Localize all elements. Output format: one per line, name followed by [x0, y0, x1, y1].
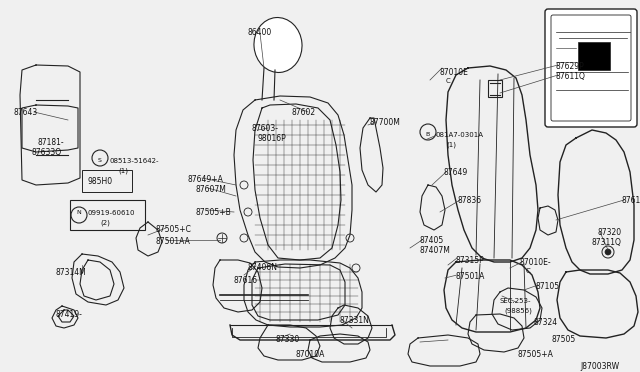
Text: 87649+A: 87649+A	[188, 175, 224, 184]
Text: 09919-60610: 09919-60610	[88, 210, 136, 216]
Text: 87330: 87330	[276, 335, 300, 344]
Text: 87419-: 87419-	[55, 310, 82, 319]
Text: S: S	[98, 157, 102, 163]
Text: 87105: 87105	[536, 282, 560, 291]
Text: 87616: 87616	[234, 276, 258, 285]
Text: 87603-: 87603-	[252, 124, 279, 133]
Text: (1): (1)	[118, 167, 128, 173]
Text: 87010E-: 87010E-	[520, 258, 552, 267]
Text: (98856): (98856)	[504, 308, 532, 314]
Text: 87700M: 87700M	[370, 118, 401, 127]
FancyBboxPatch shape	[545, 9, 637, 127]
Text: (2): (2)	[100, 220, 110, 227]
Text: 98016P: 98016P	[258, 134, 287, 143]
Text: SEC.253-: SEC.253-	[500, 298, 531, 304]
Text: 87649: 87649	[444, 168, 468, 177]
Text: 985H0: 985H0	[88, 177, 113, 186]
Text: 87406N: 87406N	[248, 263, 278, 272]
Ellipse shape	[254, 17, 302, 73]
Text: 87602: 87602	[292, 108, 316, 117]
Text: 87501A: 87501A	[455, 272, 484, 281]
Bar	[70, 200, 145, 230]
Text: 87612: 87612	[622, 196, 640, 205]
Text: 08513-51642-: 08513-51642-	[110, 158, 159, 164]
Text: 87505+C: 87505+C	[155, 225, 191, 234]
Text: 87407M: 87407M	[420, 246, 451, 255]
Text: 87611Q: 87611Q	[556, 72, 586, 81]
Text: 87315P: 87315P	[455, 256, 484, 265]
Text: 87311Q: 87311Q	[592, 238, 622, 247]
Text: 87501AA: 87501AA	[155, 237, 190, 246]
Text: 87324: 87324	[534, 318, 558, 327]
Text: 87331N: 87331N	[340, 316, 370, 325]
Text: 081A7-0301A: 081A7-0301A	[436, 132, 484, 138]
Text: C: C	[526, 268, 531, 274]
Text: 87607M: 87607M	[196, 185, 227, 194]
Text: C: C	[446, 78, 451, 84]
Text: 87505+A: 87505+A	[518, 350, 554, 359]
Text: 87836: 87836	[458, 196, 482, 205]
Bar	[488, 80, 502, 97]
Text: 87505+B: 87505+B	[196, 208, 232, 217]
Bar	[82, 170, 132, 192]
Text: 87010A: 87010A	[295, 350, 324, 359]
Text: 87314M: 87314M	[55, 268, 86, 277]
Text: J87003RW: J87003RW	[580, 362, 619, 371]
Text: 87320: 87320	[598, 228, 622, 237]
Text: B: B	[425, 131, 429, 137]
Bar	[578, 42, 610, 70]
Text: 87633Q: 87633Q	[32, 148, 62, 157]
Text: 87181-: 87181-	[38, 138, 65, 147]
Text: (1): (1)	[446, 142, 456, 148]
Text: 86400: 86400	[248, 28, 272, 37]
Text: N: N	[77, 209, 81, 215]
Text: 87505: 87505	[552, 335, 576, 344]
Text: 87405: 87405	[420, 236, 444, 245]
Text: 87643: 87643	[14, 108, 38, 117]
Text: 87010E: 87010E	[440, 68, 469, 77]
Circle shape	[605, 249, 611, 255]
Text: 87629P: 87629P	[556, 62, 585, 71]
